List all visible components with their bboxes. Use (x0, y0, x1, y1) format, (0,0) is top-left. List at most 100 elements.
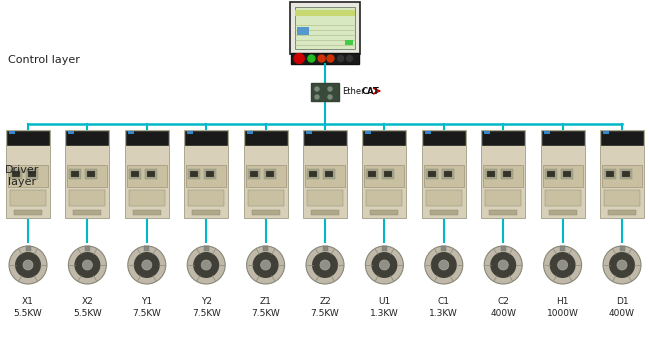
Bar (604, 169, 616, 179)
Bar (323, 169, 335, 179)
Bar (309, 171, 317, 177)
Bar (306, 131, 312, 134)
Bar (322, 246, 328, 251)
Bar (601, 131, 643, 145)
Bar (70, 169, 81, 179)
Text: Driver
layer: Driver layer (5, 165, 40, 187)
Bar (545, 169, 556, 179)
Bar (147, 171, 155, 177)
Text: 400W: 400W (609, 308, 635, 317)
Bar (126, 131, 168, 145)
Bar (441, 246, 447, 251)
Text: 7.5KW: 7.5KW (251, 308, 280, 317)
Bar (145, 169, 157, 179)
Bar (311, 210, 339, 215)
Bar (264, 169, 276, 179)
Text: X1: X1 (22, 297, 34, 306)
Circle shape (431, 252, 457, 278)
Bar (192, 210, 220, 215)
Bar (68, 165, 107, 187)
Bar (442, 169, 454, 179)
Circle shape (74, 252, 100, 278)
Bar (185, 131, 227, 145)
Bar (311, 83, 339, 101)
Bar (87, 171, 96, 177)
Bar (425, 131, 431, 134)
Text: 400W: 400W (490, 308, 516, 317)
Bar (303, 130, 347, 218)
Bar (363, 130, 406, 218)
Bar (305, 165, 345, 187)
Text: Z1: Z1 (259, 297, 272, 306)
Bar (485, 190, 521, 206)
Circle shape (543, 246, 582, 284)
Bar (10, 169, 22, 179)
Circle shape (318, 55, 325, 62)
Circle shape (294, 53, 304, 63)
Text: X2: X2 (81, 297, 94, 306)
Text: 1000W: 1000W (547, 308, 578, 317)
Text: C1: C1 (438, 297, 450, 306)
Bar (547, 171, 554, 177)
Bar (26, 169, 38, 179)
Bar (295, 10, 355, 16)
Circle shape (306, 246, 344, 284)
Bar (28, 171, 36, 177)
Text: 1.3KW: 1.3KW (370, 308, 398, 317)
Bar (66, 131, 109, 145)
Bar (603, 131, 609, 134)
Bar (10, 190, 46, 206)
Circle shape (68, 246, 107, 284)
Bar (144, 246, 150, 251)
Bar (252, 210, 280, 215)
Bar (128, 131, 134, 134)
Bar (560, 169, 573, 179)
Bar (363, 131, 406, 145)
Bar (250, 171, 257, 177)
Bar (127, 165, 167, 187)
Bar (430, 210, 458, 215)
Bar (549, 210, 577, 215)
Bar (484, 131, 490, 134)
Bar (72, 171, 79, 177)
Bar (184, 130, 228, 218)
Bar (481, 130, 525, 218)
Circle shape (365, 246, 404, 284)
Bar (85, 246, 90, 251)
Bar (25, 246, 31, 251)
Bar (604, 190, 640, 206)
Bar (422, 131, 465, 145)
Text: U1: U1 (378, 297, 391, 306)
Bar (129, 190, 165, 206)
Bar (503, 171, 511, 177)
Bar (304, 131, 346, 145)
Bar (619, 246, 625, 251)
Bar (187, 131, 193, 134)
Bar (203, 246, 209, 251)
Circle shape (603, 246, 641, 284)
Circle shape (371, 252, 397, 278)
Bar (133, 210, 161, 215)
Bar (248, 190, 283, 206)
Circle shape (187, 246, 225, 284)
Bar (345, 40, 353, 45)
Bar (563, 171, 571, 177)
Bar (444, 171, 452, 177)
Text: D1: D1 (616, 297, 629, 306)
Circle shape (320, 260, 330, 270)
Bar (246, 165, 285, 187)
Text: Control layer: Control layer (8, 55, 80, 65)
Bar (488, 171, 495, 177)
Bar (85, 169, 98, 179)
Bar (248, 169, 259, 179)
Circle shape (490, 252, 516, 278)
Circle shape (315, 95, 319, 99)
Circle shape (193, 252, 219, 278)
Bar (428, 171, 436, 177)
Bar (190, 171, 198, 177)
Circle shape (128, 246, 166, 284)
Bar (426, 190, 461, 206)
Bar (620, 169, 632, 179)
Bar (244, 130, 287, 218)
Circle shape (253, 252, 279, 278)
